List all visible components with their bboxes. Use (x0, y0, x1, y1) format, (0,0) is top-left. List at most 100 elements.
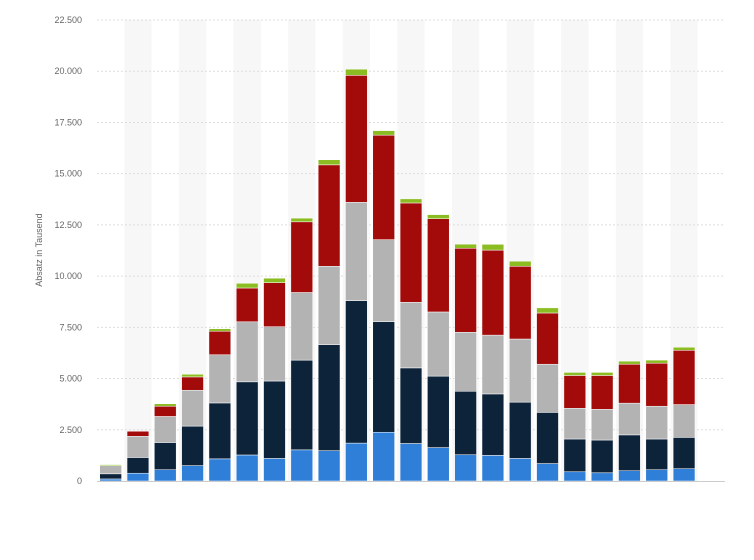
bar-segment-series-1 (208, 458, 232, 482)
bar-segment-series-2 (563, 438, 586, 473)
bar-segment-series-2 (590, 439, 614, 474)
y-tick-label: 12.500 (54, 220, 82, 230)
bar-segment-series-5 (290, 217, 313, 223)
y-tick-label: 17.500 (54, 117, 82, 127)
bar-segment-series-4 (372, 134, 395, 240)
bar-stack (536, 307, 559, 482)
bar-segment-series-5 (509, 260, 532, 267)
y-tick-label: 5.000 (59, 374, 82, 384)
bar-segment-series-4 (317, 164, 341, 267)
bar-segment-series-4 (590, 375, 614, 410)
bar-segment-series-5 (427, 214, 450, 219)
bar-stack (645, 359, 668, 482)
bar-stack (126, 430, 150, 482)
bar-stack (399, 198, 423, 482)
bar-segment-series-5 (154, 403, 177, 407)
bar-segment-series-1 (618, 470, 641, 482)
bar-segment-series-1 (290, 449, 313, 482)
bar-segment-series-5 (454, 243, 477, 249)
bar-segment-series-3 (345, 202, 368, 301)
bar-segment-series-2 (672, 437, 696, 469)
bar-segment-series-1 (126, 472, 150, 482)
bar-segment-series-4 (208, 330, 232, 356)
bar-stacks (99, 68, 696, 482)
bar-segment-series-3 (536, 363, 559, 413)
bar-segment-series-2 (618, 434, 641, 472)
bar-segment-series-3 (181, 389, 204, 427)
bar-segment-series-2 (126, 457, 150, 474)
bar-stack (317, 159, 341, 482)
bar-segment-series-2 (263, 380, 286, 459)
bar-segment-series-3 (645, 405, 668, 440)
bar-stack (672, 346, 696, 482)
bar-segment-series-3 (454, 332, 477, 392)
bar-segment-series-5 (263, 277, 286, 283)
bar-segment-series-2 (645, 438, 668, 470)
bar-segment-series-3 (126, 436, 150, 458)
bar-segment-series-5 (481, 244, 505, 251)
bar-segment-series-2 (454, 391, 477, 456)
bar-stack (345, 68, 368, 482)
bar-segment-series-5 (181, 374, 204, 378)
bar-segment-series-4 (345, 75, 368, 203)
bar-segment-series-4 (618, 363, 641, 404)
bar-stack (590, 372, 614, 482)
bar-segment-series-5 (672, 346, 696, 351)
background-band (124, 20, 152, 481)
bar-segment-series-4 (481, 249, 505, 336)
bar-segment-series-1 (372, 431, 395, 482)
bar-segment-series-2 (208, 402, 232, 460)
bar-segment-series-2 (317, 344, 341, 451)
bar-segment-series-3 (290, 292, 313, 361)
y-tick-label: 0 (77, 476, 82, 486)
bar-stack (236, 283, 259, 482)
bar-stack (481, 244, 505, 482)
bar-segment-series-5 (372, 130, 395, 136)
bar-stack (427, 214, 450, 482)
y-tick-label: 15.000 (54, 169, 82, 179)
bar-segment-series-1 (99, 478, 122, 482)
bar-segment-series-2 (290, 359, 313, 451)
bar-stack (154, 403, 177, 482)
bar-segment-series-3 (236, 321, 259, 383)
bar-segment-series-5 (345, 68, 368, 76)
bar-segment-series-4 (563, 375, 586, 409)
bar-segment-series-5 (208, 328, 232, 332)
bar-segment-series-2 (481, 393, 505, 456)
bar-segment-series-5 (618, 360, 641, 365)
bar-stack (99, 464, 122, 482)
bar-segment-series-2 (536, 412, 559, 464)
bar-segment-series-1 (345, 442, 368, 482)
bar-segment-series-1 (236, 454, 259, 482)
bar-segment-series-5 (563, 372, 586, 376)
bar-stack (509, 260, 532, 482)
bar-stack (618, 360, 641, 482)
bar-segment-series-4 (181, 376, 204, 391)
bar-segment-series-3 (509, 338, 532, 403)
y-axis-title: Absatz in Tausend (34, 213, 44, 286)
bar-segment-series-1 (263, 458, 286, 482)
bar-segment-series-1 (454, 454, 477, 482)
bar-segment-series-2 (236, 381, 259, 456)
bar-stack (181, 374, 204, 482)
bar-segment-series-1 (181, 465, 204, 482)
bar-segment-series-3 (263, 326, 286, 382)
bar-segment-series-4 (263, 282, 286, 327)
bar-segment-series-1 (645, 469, 668, 482)
bar-segment-series-1 (590, 472, 614, 482)
bar-stack (263, 277, 286, 482)
bar-segment-series-2 (345, 300, 368, 444)
bar-segment-series-2 (399, 367, 423, 444)
bar-segment-series-3 (372, 239, 395, 322)
bar-stack (454, 243, 477, 482)
y-tick-label: 10.000 (54, 271, 82, 281)
bar-segment-series-2 (427, 375, 450, 448)
bar-segment-series-2 (181, 425, 204, 466)
bar-segment-series-3 (154, 416, 177, 443)
bar-segment-series-5 (399, 198, 423, 204)
bar-segment-series-5 (99, 464, 122, 466)
bar-segment-series-2 (372, 321, 395, 433)
y-tick-label: 2.500 (59, 425, 82, 435)
bar-segment-series-4 (645, 362, 668, 407)
